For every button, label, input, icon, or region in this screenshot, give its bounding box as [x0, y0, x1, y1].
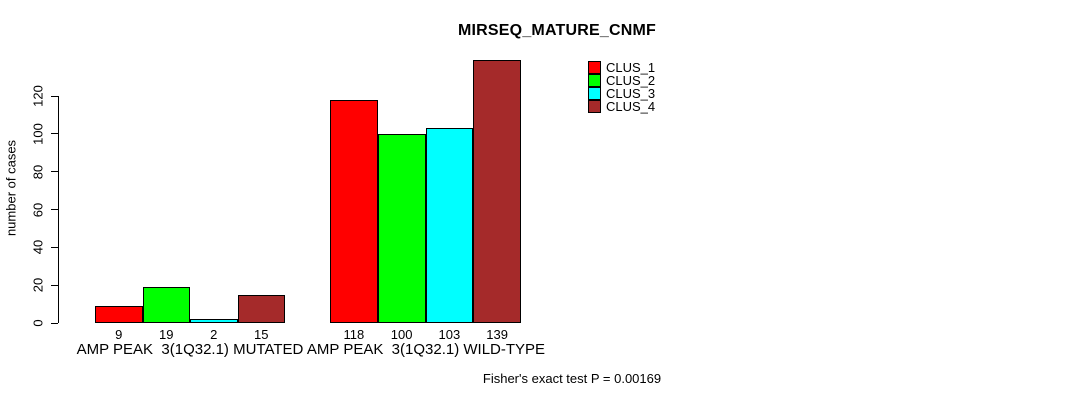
legend-label: CLUS_4: [606, 99, 656, 114]
bar-value-label: 9: [115, 327, 123, 342]
y-tick-label: 20: [30, 277, 46, 293]
bar-clus_3-mutated: [190, 319, 238, 323]
y-tick: [51, 171, 58, 173]
y-tick: [51, 322, 58, 324]
legend-item-clus_1: CLUS_1: [588, 61, 655, 74]
y-tick: [51, 246, 58, 248]
legend-swatch-icon: [588, 100, 601, 113]
y-tick: [51, 95, 58, 97]
bar-clus_2-mutated: [142, 287, 190, 323]
y-axis-label: number of cases: [3, 139, 19, 237]
y-tick: [51, 284, 58, 286]
y-tick-label: 100: [30, 122, 46, 145]
bar-value-label: 2: [210, 327, 218, 342]
chart-title: MIRSEQ_MATURE_CNMF: [458, 22, 656, 39]
y-tick-label: 0: [30, 319, 46, 327]
bar-clus_1-wildtype: [330, 99, 378, 323]
bar-clus_2-wildtype: [377, 133, 426, 323]
y-tick-label: 120: [30, 85, 46, 107]
annotation-fisher-test: Fisher's exact test P = 0.00169: [482, 371, 662, 386]
group-label-mutated: AMP PEAK 3(1Q32.1) MUTATED: [76, 341, 304, 358]
bar-value-label: 19: [159, 327, 174, 342]
y-tick-label: 80: [30, 164, 46, 179]
legend-label: CLUS_1: [606, 60, 656, 75]
y-tick-label: 60: [30, 202, 46, 217]
bar-value-label: 103: [438, 327, 461, 342]
y-axis-line: [58, 96, 59, 323]
bar-value-label: 15: [254, 327, 269, 342]
legend-swatch-icon: [588, 74, 601, 87]
bar-value-label: 100: [390, 327, 413, 342]
legend-label: CLUS_2: [606, 73, 656, 88]
legend-item-clus_4: CLUS_4: [588, 100, 655, 113]
bar-clus_4-wildtype: [473, 60, 521, 323]
legend-item-clus_3: CLUS_3: [588, 87, 655, 100]
legend-swatch-icon: [588, 87, 601, 100]
bar-value-label: 139: [486, 327, 508, 342]
y-tick: [51, 133, 58, 135]
group-label-wildtype: AMP PEAK 3(1Q32.1) WILD-TYPE: [306, 341, 546, 358]
bar-clus_1-mutated: [95, 305, 143, 323]
bar-clus_4-mutated: [237, 294, 285, 323]
legend-label: CLUS_3: [606, 86, 656, 101]
bar-clus_3-wildtype: [425, 128, 474, 323]
legend: CLUS_1 CLUS_2 CLUS_3 CLUS_4: [588, 61, 655, 113]
y-tick-label: 40: [30, 240, 46, 255]
legend-item-clus_2: CLUS_2: [588, 74, 655, 87]
y-tick: [51, 209, 58, 210]
bar-value-label: 118: [343, 327, 365, 342]
legend-swatch-icon: [588, 61, 601, 74]
